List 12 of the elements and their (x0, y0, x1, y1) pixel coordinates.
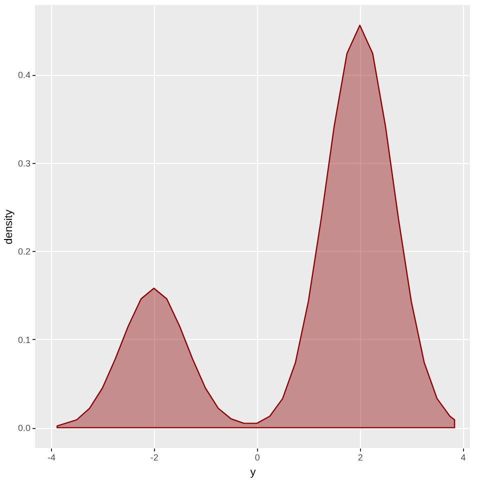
x-tick-label: 4 (460, 452, 466, 462)
y-tick-label: 0.4 (18, 70, 30, 80)
y-axis-title: density (2, 209, 15, 244)
x-tick-label: -4 (47, 452, 56, 462)
x-axis-title: y (250, 466, 256, 478)
y-tick-label: 0.1 (18, 334, 30, 345)
y-tick-label: 0.0 (18, 423, 30, 434)
y-tick-label: 0.2 (18, 246, 30, 257)
x-tick-label: 2 (358, 452, 363, 462)
y-tick-label: 0.3 (18, 158, 30, 168)
x-tick-label: -2 (150, 452, 158, 462)
x-tick-label: 0 (254, 452, 260, 462)
